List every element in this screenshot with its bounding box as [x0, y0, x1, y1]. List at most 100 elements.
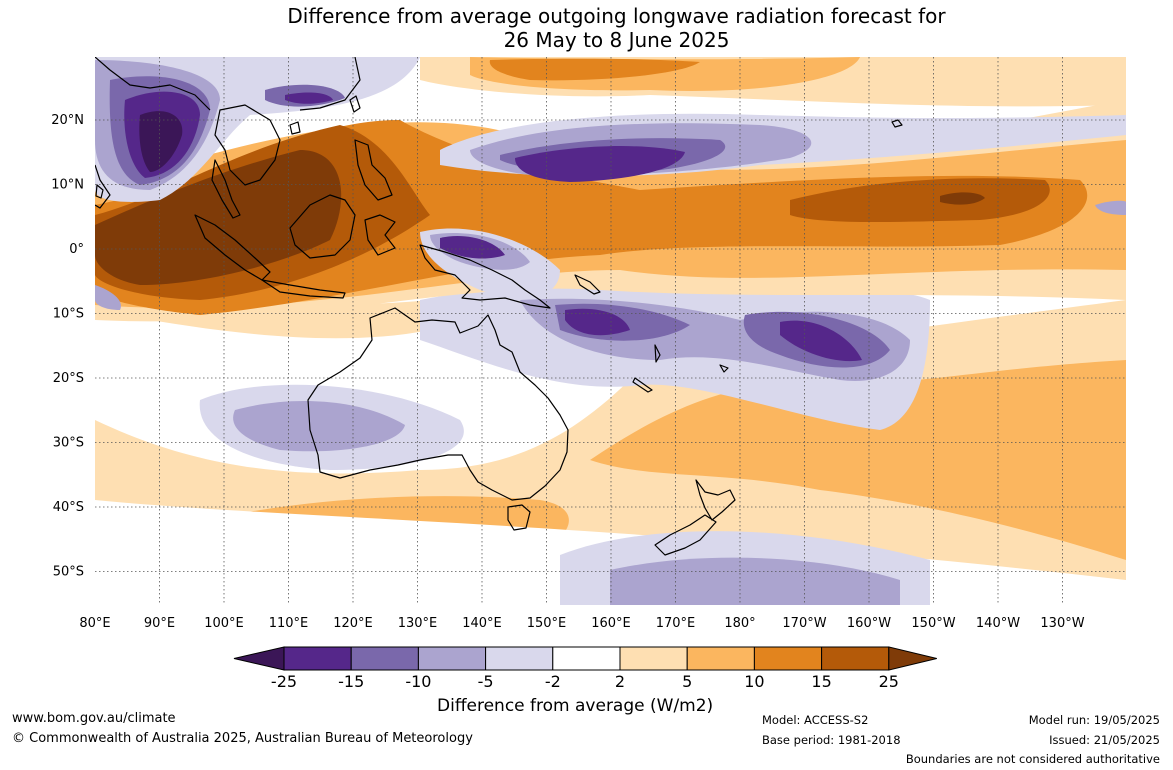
bay-of-bengal-coastline: [95, 57, 211, 111]
colorbar-swatch: [283, 646, 352, 671]
longitude-tick-label: 150°W: [911, 616, 955, 631]
hainan-coastline: [289, 121, 301, 135]
colorbar-swatch: [350, 646, 419, 671]
colorbar-tick-label: -25: [271, 672, 297, 691]
graticule: [95, 57, 1126, 605]
map-title: Difference from average outgoing longwav…: [0, 4, 1173, 52]
longitude-tick-label: 110°E: [269, 616, 309, 631]
coastlines: [95, 57, 903, 556]
anomaly-shading: [489, 58, 700, 81]
longitude-tick-label: 130°E: [398, 616, 438, 631]
latitude-axis: 20°N 10°N 0° 10°S 20°S 30°S 40°S 50°S: [51, 113, 84, 580]
anomaly-shading: [95, 150, 342, 285]
colorbar-swatch: [552, 646, 621, 671]
latitude-tick-label: 20°N: [51, 113, 84, 128]
india-coastline: [95, 164, 111, 209]
sulawesi-coastline: [364, 214, 396, 256]
longitude-tick-label: 150°E: [527, 616, 567, 631]
colorbar-tick-label: -5: [478, 672, 494, 691]
website-link[interactable]: www.bom.gov.au/climate: [12, 711, 176, 726]
latitude-tick-label: 0°: [69, 242, 84, 257]
colorbar-tick-label: 10: [744, 672, 764, 691]
model-run-date: Model run: 19/05/2025: [1028, 713, 1160, 727]
australia-coastline: [307, 307, 569, 501]
anomaly-shading: [780, 320, 862, 362]
java-coastline: [261, 279, 346, 299]
anomaly-shading: [940, 192, 985, 205]
title-line-2: 26 May to 8 June 2025: [503, 28, 730, 52]
anomaly-shading: [139, 111, 183, 172]
model-name: Model: ACCESS-S2: [762, 713, 869, 727]
sumatra-coastline: [194, 214, 271, 281]
longitude-tick-label: 160°E: [591, 616, 631, 631]
colorbar-tick-label: -10: [405, 672, 431, 691]
fiji-islands: [719, 364, 729, 373]
colorbar-tick-label: -2: [545, 672, 561, 691]
colorbar-swatch: [417, 646, 487, 671]
longitude-tick-label: 170°W: [782, 616, 826, 631]
latitude-tick-label: 10°N: [51, 178, 84, 193]
colorbar-swatch: [686, 646, 755, 671]
new-guinea-coastline: [419, 244, 551, 309]
latitude-tick-label: 40°S: [53, 500, 84, 515]
copyright-text: © Commonwealth of Australia 2025, Austra…: [12, 731, 473, 746]
colorbar-swatch: [821, 646, 890, 671]
anomaly-shading: [590, 360, 1126, 560]
tasmania-coastline: [507, 504, 531, 531]
philippines-coastline: [354, 139, 393, 201]
latitude-tick-label: 10°S: [53, 307, 84, 322]
latitude-tick-label: 30°S: [53, 436, 84, 451]
colorbar-tick-label: 2: [615, 672, 625, 691]
hawaii-islands: [891, 119, 903, 128]
vanuatu-islands: [654, 344, 661, 363]
colorbar-swatch: [753, 646, 823, 671]
colorbar-tick-label: 25: [879, 672, 899, 691]
latitude-tick-label: 50°S: [53, 565, 84, 580]
colorbar-tick-label: -15: [338, 672, 364, 691]
longitude-tick-label: 130°W: [1040, 616, 1084, 631]
sri-lanka-coastline: [95, 184, 104, 199]
longitude-tick-label: 180°: [724, 616, 755, 631]
base-period: Base period: 1981-2018: [762, 733, 901, 747]
anomaly-shading: [95, 285, 121, 310]
colorbar-extend-high: [888, 646, 937, 671]
new-zealand-south-coastline: [654, 514, 717, 556]
anomaly-shading: [233, 401, 405, 452]
new-caledonia: [632, 377, 653, 393]
anomaly-shading: [790, 178, 1050, 223]
solomon-islands: [574, 274, 601, 295]
longitude-tick-label: 80°E: [79, 616, 110, 631]
boundaries-disclaimer: Boundaries are not considered authoritat…: [905, 752, 1160, 766]
longitude-tick-label: 100°E: [204, 616, 244, 631]
colorbar: -25 -15 -10 -5 -2 2 5 10 15 25: [233, 646, 937, 691]
china-coastline: [299, 57, 361, 111]
anomaly-shading: [285, 92, 333, 104]
longitude-tick-label: 140°W: [976, 616, 1020, 631]
anomaly-shading: [515, 146, 685, 182]
longitude-axis: 80°E 90°E 100°E 110°E 120°E 130°E 140°E 150°E 16…: [79, 616, 1084, 631]
borneo-coastline: [289, 194, 356, 259]
longitude-tick-label: 140°E: [462, 616, 502, 631]
colorbar-title: Difference from average (W/m2): [437, 696, 714, 716]
longitude-tick-label: 120°E: [333, 616, 373, 631]
map-plot-area: [95, 57, 1126, 605]
colorbar-swatch: [485, 646, 554, 671]
longitude-tick-label: 170°E: [656, 616, 696, 631]
colorbar-tick-label: 15: [811, 672, 831, 691]
taiwan-coastline: [349, 95, 361, 113]
new-zealand-north-coastline: [695, 479, 736, 521]
anomaly-shading: [440, 235, 505, 259]
anomaly-shading: [565, 308, 630, 336]
anomaly-shading: [1095, 200, 1126, 215]
title-line-1: Difference from average outgoing longwav…: [287, 4, 946, 28]
latitude-tick-label: 20°S: [53, 371, 84, 386]
anomaly-shading: [610, 557, 900, 605]
indochina-coastline: [214, 104, 281, 186]
colorbar-swatch: [619, 646, 688, 671]
longitude-tick-label: 160°W: [847, 616, 891, 631]
colorbar-extend-low: [233, 646, 285, 671]
malay-peninsula-coastline: [211, 159, 241, 219]
longitude-tick-label: 90°E: [144, 616, 175, 631]
issued-date: Issued: 21/05/2025: [1049, 733, 1160, 747]
